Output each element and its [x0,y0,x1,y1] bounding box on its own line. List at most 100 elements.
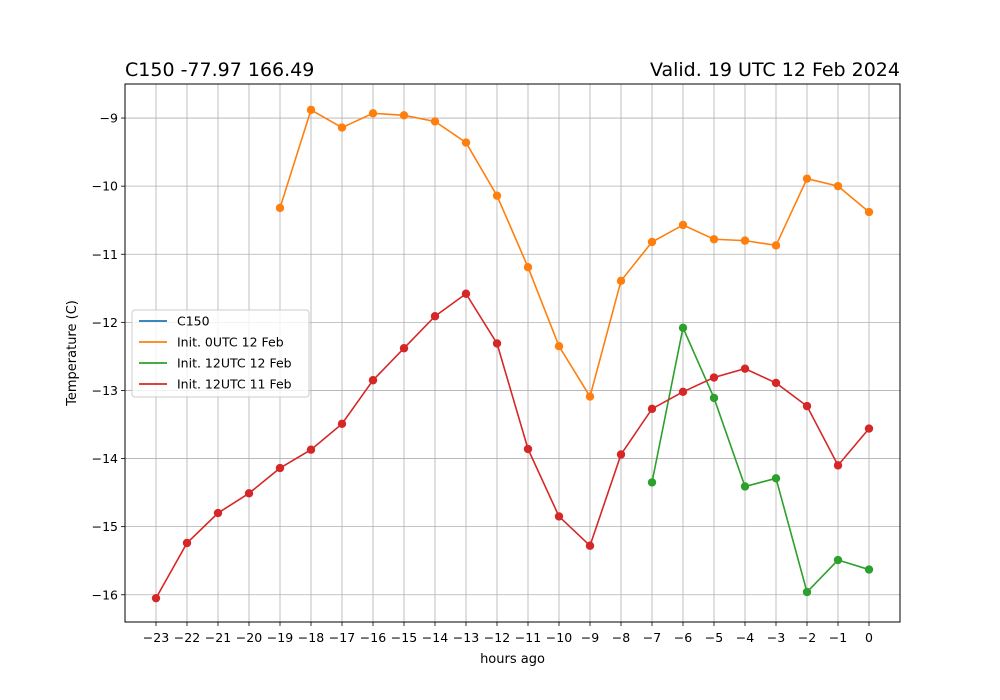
x-tick-label: −8 [612,630,630,645]
x-tick-label: −20 [236,630,262,645]
x-tick-label: −21 [205,630,231,645]
data-point [461,138,471,147]
data-point [802,401,812,411]
data-point [461,289,471,298]
data-point [647,237,657,247]
data-point [306,445,316,454]
x-axis-ticks: −23 −22 −21 −20 −19 −18 −17 −16 −15 −14 −13 −12 −11−… [143,622,873,645]
chart-title-left: C150 -77.97 166.49 [125,59,314,81]
data-point [771,474,781,483]
data-point [864,207,874,217]
data-point [399,111,409,120]
plot-frame [124,83,901,623]
data-point [864,565,874,574]
legend-label: Init. 12UTC 11 Feb [177,377,292,392]
series-line [279,108,870,399]
data-point [368,376,378,385]
chart-title-right: Valid. 19 UTC 12 Feb 2024 [650,59,900,81]
data-point [678,220,688,230]
data-point [337,419,347,429]
y-tick-label: −10 [92,179,118,194]
data-point [585,541,595,550]
x-tick-label: −7 [643,630,661,645]
data-point [833,181,843,191]
x-tick-label: −5 [705,630,723,645]
data-point [275,203,285,213]
legend: C150 Init. 0UTC 12 Feb Init. 12UTC 12 Feb I… [131,309,310,398]
x-tick-label: −3 [767,630,785,645]
y-tick-label: −15 [92,519,118,534]
x-tick-label: −19 [267,630,293,645]
data-point [492,339,502,348]
series-2 [647,323,874,597]
data-point [523,444,533,454]
y-tick-label: −16 [92,587,118,602]
data-point [430,117,440,126]
data-point [771,378,781,388]
series-line [651,325,870,594]
x-tick-label: −11 [515,630,541,645]
data-point [678,323,688,333]
legend-label: Init. 12UTC 12 Feb [177,356,292,371]
x-tick-label: −4 [736,630,754,645]
x-tick-label: −16 [360,630,386,645]
data-point [802,174,812,183]
x-tick-label: −12 [484,630,510,645]
x-tick-label: −17 [329,630,355,645]
data-point [709,235,719,244]
legend-label: Init. 0UTC 12 Feb [177,335,284,350]
data-point [585,392,595,401]
x-tick-label: −13 [453,630,479,645]
data-point [740,364,750,373]
data-point [647,404,657,414]
data-point [616,450,626,459]
y-tick-label: −13 [92,383,118,398]
data-point [647,478,657,487]
data-point [399,344,409,353]
data-point [771,241,781,250]
y-axis-label: Temperature (C) [65,300,80,407]
data-point [337,123,347,132]
data-point [616,276,626,286]
data-point [151,593,161,603]
data-point [182,538,192,548]
data-point [368,109,378,118]
series-1 [275,105,874,401]
data-point [492,191,502,200]
data-point [213,508,223,518]
x-tick-label: −6 [674,630,692,645]
series-3 [151,289,874,603]
data-point [244,489,254,498]
data-point [306,105,316,115]
x-tick-label: −14 [422,630,448,645]
data-point [833,555,843,565]
legend-label: C150 [177,314,210,329]
x-tick-label: −1 [829,630,847,645]
data-point [430,312,440,321]
x-tick-label: −2 [798,630,816,645]
legend-box [131,309,310,398]
x-tick-label: −22 [174,630,200,645]
x-axis-label: hours ago [480,652,545,667]
data-point [554,512,564,521]
grid [125,84,900,622]
data-point [802,587,812,597]
series-layer [151,105,874,603]
data-point [864,424,874,433]
data-point [709,373,719,382]
x-tick-label: −9 [581,630,599,645]
series-line [155,292,870,599]
data-point [833,461,843,470]
data-point [523,262,533,272]
y-tick-label: −9 [100,111,118,126]
x-tick-label: −18 [298,630,324,645]
data-point [709,393,719,403]
data-point [275,463,285,473]
x-tick-label: −15 [391,630,417,645]
y-tick-label: −12 [92,315,118,330]
data-point [740,482,750,491]
y-axis-ticks: −16 −15 −14 −13 −12 −11 −10 −9 [92,111,125,602]
data-point [740,236,750,245]
data-point [678,387,688,397]
